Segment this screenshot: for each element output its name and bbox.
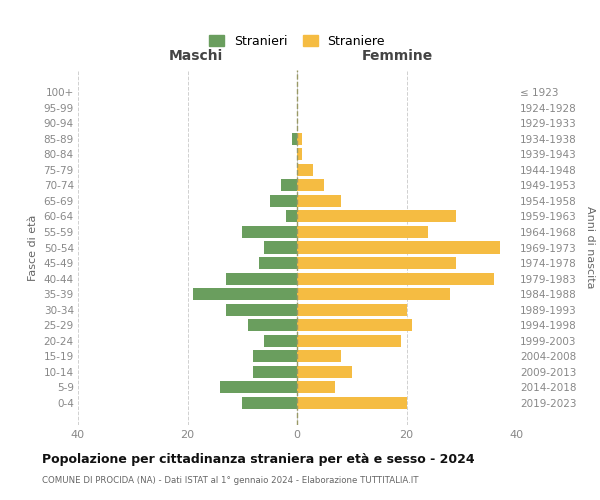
- Bar: [269, 195, 297, 207]
- Bar: [297, 288, 450, 300]
- Bar: [259, 257, 297, 269]
- Bar: [220, 381, 297, 394]
- Bar: [297, 242, 500, 254]
- Text: Popolazione per cittadinanza straniera per età e sesso - 2024: Popolazione per cittadinanza straniera p…: [42, 452, 475, 466]
- Text: Maschi: Maschi: [169, 49, 223, 63]
- Bar: [292, 132, 297, 145]
- Bar: [253, 350, 297, 362]
- Bar: [286, 210, 297, 222]
- Bar: [226, 272, 297, 284]
- Bar: [297, 132, 302, 145]
- Bar: [297, 319, 412, 331]
- Bar: [297, 164, 313, 176]
- Bar: [297, 257, 456, 269]
- Bar: [242, 226, 297, 238]
- Bar: [248, 319, 297, 331]
- Bar: [297, 334, 401, 346]
- Bar: [297, 148, 302, 160]
- Text: Femmine: Femmine: [362, 49, 433, 63]
- Legend: Stranieri, Straniere: Stranieri, Straniere: [204, 30, 390, 53]
- Bar: [253, 366, 297, 378]
- Bar: [297, 350, 341, 362]
- Y-axis label: Anni di nascita: Anni di nascita: [585, 206, 595, 289]
- Bar: [297, 304, 407, 316]
- Text: COMUNE DI PROCIDA (NA) - Dati ISTAT al 1° gennaio 2024 - Elaborazione TUTTITALIA: COMUNE DI PROCIDA (NA) - Dati ISTAT al 1…: [42, 476, 419, 485]
- Bar: [297, 272, 494, 284]
- Bar: [297, 366, 352, 378]
- Bar: [242, 396, 297, 409]
- Bar: [297, 226, 428, 238]
- Y-axis label: Fasce di età: Fasce di età: [28, 214, 38, 280]
- Bar: [264, 334, 297, 346]
- Bar: [297, 210, 456, 222]
- Bar: [193, 288, 297, 300]
- Bar: [297, 195, 341, 207]
- Bar: [297, 396, 407, 409]
- Bar: [264, 242, 297, 254]
- Bar: [297, 381, 335, 394]
- Bar: [226, 304, 297, 316]
- Bar: [297, 180, 325, 192]
- Bar: [281, 180, 297, 192]
